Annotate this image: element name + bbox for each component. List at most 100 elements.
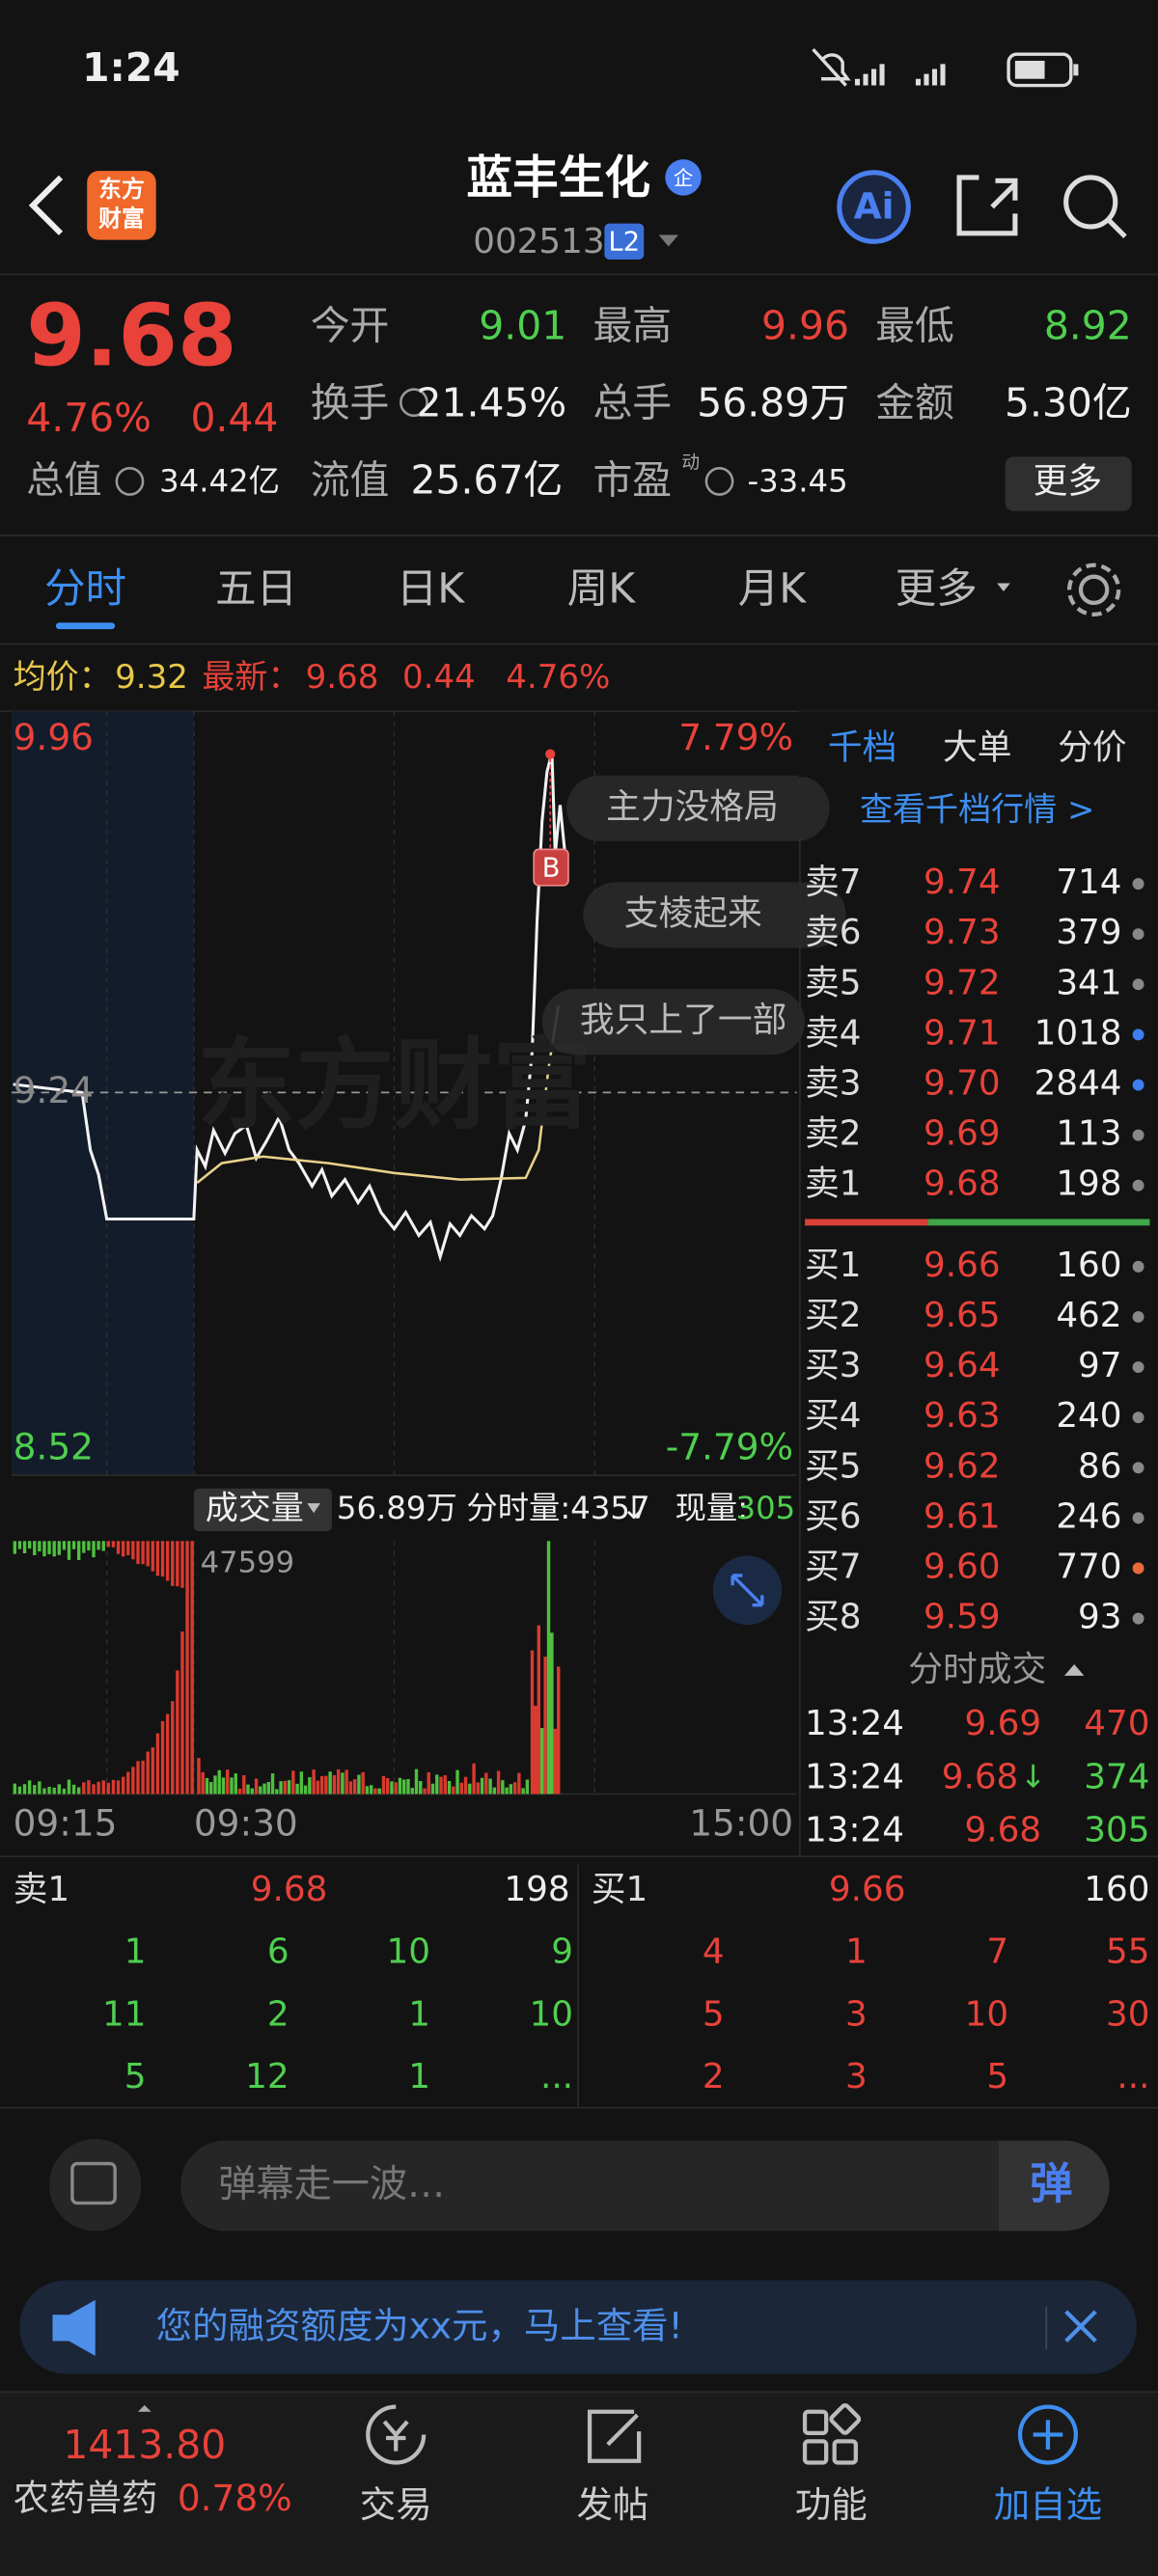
order-level: 卖3 xyxy=(805,1064,861,1104)
index-toggle[interactable] xyxy=(137,2404,152,2412)
nav-item[interactable]: 功能 xyxy=(795,2483,868,2526)
order-dot xyxy=(1132,1129,1144,1141)
order-price: 9.66 xyxy=(924,1246,1001,1285)
axis-low-pct: -7.79% xyxy=(666,1425,793,1467)
info-icon[interactable] xyxy=(400,388,428,418)
queue-order: 10 xyxy=(530,1994,573,2034)
order-tab[interactable]: 大单 xyxy=(943,727,1011,767)
queue-order: 9 xyxy=(551,1932,573,1972)
ai-button[interactable] xyxy=(837,170,911,244)
comment-button-text[interactable]: 弹 xyxy=(1030,2159,1072,2208)
banner-bg[interactable] xyxy=(19,2280,1137,2374)
nav-item[interactable]: 交易 xyxy=(360,2483,432,2526)
logo-text[interactable]: 财富 xyxy=(98,206,145,233)
order-price: 9.60 xyxy=(924,1547,1001,1586)
order-level: 买1 xyxy=(805,1246,861,1285)
trades-toggle[interactable] xyxy=(1063,1663,1085,1676)
order-dot xyxy=(1132,1361,1144,1374)
queue-price: 9.68 xyxy=(251,1870,328,1909)
stat-value: 25.67亿 xyxy=(411,457,564,504)
tab-underline xyxy=(55,622,116,630)
search-button[interactable] xyxy=(1063,175,1127,239)
order-level: 买6 xyxy=(805,1496,861,1536)
ai-icon[interactable]: Ai xyxy=(854,185,895,228)
nav-item[interactable]: 发帖 xyxy=(576,2483,648,2526)
order-volume: 714 xyxy=(1056,863,1121,902)
order-tab[interactable]: 千档 xyxy=(828,727,896,767)
banner-text[interactable]: 您的融资额度为xx元，马上查看! xyxy=(156,2304,683,2346)
chart-tab[interactable]: 日K xyxy=(397,565,466,614)
comment-button[interactable] xyxy=(998,2140,1110,2232)
stat-superscript: 动 xyxy=(681,453,700,474)
logo-text[interactable]: 东方 xyxy=(98,176,145,203)
more-button[interactable] xyxy=(1005,456,1132,511)
order-price: 9.71 xyxy=(924,1013,1001,1053)
comment-icon[interactable] xyxy=(70,2161,117,2206)
stat-label: 换手 xyxy=(311,380,390,426)
order-dot xyxy=(1132,1462,1144,1474)
volume-dropdown[interactable] xyxy=(307,1503,320,1514)
nav-bar xyxy=(0,2392,1158,2576)
back-button[interactable] xyxy=(28,175,64,235)
order-level: 卖6 xyxy=(805,913,861,952)
share-button[interactable] xyxy=(956,175,1018,236)
axis-low: 8.52 xyxy=(14,1425,94,1467)
trade-arrow: ↓ xyxy=(1020,1758,1046,1795)
chart-tab[interactable]: 月K xyxy=(738,565,808,614)
index-value[interactable]: 1413.80 xyxy=(63,2422,226,2468)
banner-close[interactable] xyxy=(1064,2310,1097,2343)
comment-placeholder[interactable]: 弹幕走一波… xyxy=(218,2163,445,2206)
trade-price: 9.68 xyxy=(942,1757,1019,1796)
order-price: 9.63 xyxy=(924,1396,1001,1436)
order-level: 买7 xyxy=(805,1547,861,1586)
index-name[interactable]: 农药兽药 xyxy=(14,2477,158,2519)
stat-label: 最低 xyxy=(875,303,954,349)
chart-tab[interactable]: 周K xyxy=(567,565,637,614)
stat-value: -33.45 xyxy=(747,463,847,500)
nav-item[interactable]: 加自选 xyxy=(994,2483,1102,2526)
order-volume: 160 xyxy=(1056,1246,1121,1285)
time-label: 15:00 xyxy=(689,1801,793,1844)
trade-time: 13:24 xyxy=(805,1757,904,1796)
avg-value: 9.32 xyxy=(115,658,188,697)
info-icon[interactable] xyxy=(115,467,145,496)
code-dropdown[interactable] xyxy=(658,234,678,247)
expand-icon[interactable] xyxy=(731,1574,764,1607)
stock-name: 蓝丰生化 xyxy=(466,151,650,205)
queue-order: 6 xyxy=(267,1932,290,1972)
more-button-text[interactable]: 更多 xyxy=(1034,462,1102,502)
order-book-link[interactable]: 查看千档行情 > xyxy=(860,791,1094,830)
banner-icon xyxy=(52,2299,96,2356)
ratio-bar-bid xyxy=(927,1219,1150,1226)
info-icon[interactable] xyxy=(704,467,734,496)
volume-selector[interactable] xyxy=(193,1488,332,1532)
chart-tab[interactable]: 更多 xyxy=(896,565,978,614)
volume-arrow: ↓ xyxy=(620,1490,647,1526)
order-tab[interactable]: 分价 xyxy=(1058,727,1126,767)
queue-volume: 198 xyxy=(504,1870,569,1909)
index-pct[interactable]: 0.78% xyxy=(178,2477,292,2519)
nav-icons[interactable] xyxy=(366,2403,1079,2465)
status-icons xyxy=(812,47,1079,88)
order-dot xyxy=(1132,878,1144,891)
trade-time: 13:24 xyxy=(805,1811,904,1850)
chart-tab[interactable]: 五日 xyxy=(215,565,297,614)
stat-value: 34.42亿 xyxy=(159,463,280,500)
queue-order: 5 xyxy=(124,2057,147,2096)
comment-input[interactable] xyxy=(180,2140,1109,2232)
buy-marker-bg xyxy=(533,848,569,887)
settings-button[interactable] xyxy=(1066,562,1121,617)
high-dot xyxy=(545,749,556,759)
comment-icon-bg[interactable] xyxy=(49,2139,142,2232)
queue-order: 12 xyxy=(245,2057,289,2096)
order-volume: 379 xyxy=(1056,913,1121,952)
tab-dropdown[interactable] xyxy=(997,583,1010,592)
logo[interactable] xyxy=(87,171,156,240)
queue-order: 11 xyxy=(102,1994,146,2034)
level-bg xyxy=(604,223,645,260)
order-level: 买4 xyxy=(805,1396,861,1436)
volume-label[interactable]: 成交量 xyxy=(206,1489,304,1527)
chart-tab[interactable]: 分时 xyxy=(44,565,126,614)
